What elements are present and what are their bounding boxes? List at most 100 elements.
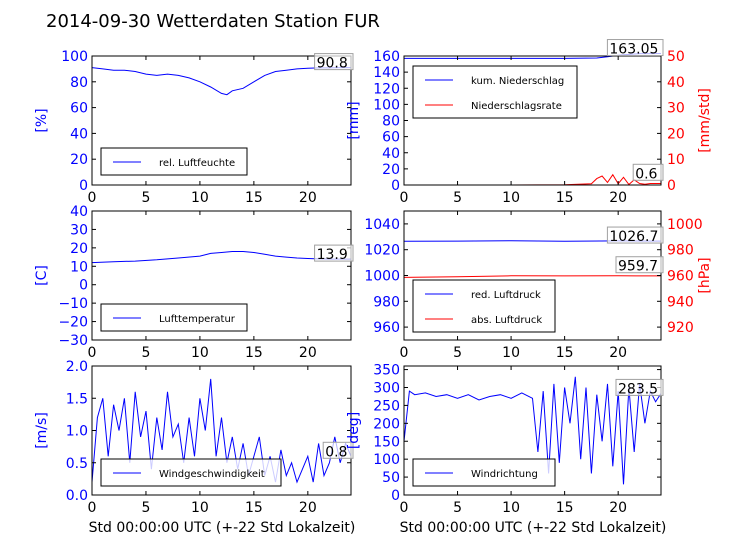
x-axis-label-left: Std 00:00:00 UTC (+-22 Std Lokalzeit) bbox=[89, 520, 356, 536]
plot-frame bbox=[403, 365, 662, 496]
value-annotation: 1026.7 bbox=[609, 229, 658, 245]
panel-4: 0 5 10 15 20 960 980 1000 1020 1040 920 940 960 980 10… bbox=[364, 210, 713, 361]
legend-box bbox=[412, 65, 578, 119]
value-annotation-box bbox=[606, 226, 664, 244]
y-axis-label: [deg] bbox=[346, 412, 362, 449]
value-annotation: 0.8 bbox=[325, 444, 347, 460]
figure-title: 2014-09-30 Wetterdaten Station FUR bbox=[46, 11, 380, 32]
value-annotation-box bbox=[322, 441, 354, 459]
value-annotation-2: 959.7 bbox=[618, 259, 658, 275]
y-axis-label: [C] bbox=[34, 265, 50, 286]
y-tick-label: 1.0 bbox=[66, 424, 88, 440]
y-tick-label: 30 bbox=[70, 222, 88, 238]
x-tick-label: 15 bbox=[556, 190, 574, 206]
y-tick-label: −10 bbox=[58, 296, 88, 312]
y-tick-label: −30 bbox=[58, 333, 88, 349]
y-tick-label: 50 bbox=[382, 470, 400, 486]
x-tick-label: 5 bbox=[453, 500, 462, 516]
value-annotation: 163.05 bbox=[609, 42, 658, 58]
x-tick-label: 0 bbox=[400, 500, 409, 516]
x-tick-label: 20 bbox=[609, 345, 627, 361]
y-tick-label: 60 bbox=[382, 130, 400, 146]
value-annotation: 283.5 bbox=[618, 381, 658, 397]
y2-axis-label: [hPa] bbox=[697, 257, 713, 293]
y-tick-label: 40 bbox=[382, 146, 400, 162]
series-line-4-2 bbox=[403, 275, 662, 278]
value-annotation-2: 0.6 bbox=[635, 166, 657, 182]
x-axis-label-right: Std 00:00:00 UTC (+-22 Std Lokalzeit) bbox=[400, 520, 667, 536]
x-tick-label: 20 bbox=[299, 500, 317, 516]
x-tick-label: 10 bbox=[502, 190, 520, 206]
y-tick-label: 0 bbox=[391, 178, 400, 194]
x-tick-label: 15 bbox=[556, 500, 574, 516]
y-tick-label: 1040 bbox=[364, 217, 400, 233]
y-tick-label: 100 bbox=[373, 97, 400, 113]
legend-box bbox=[412, 279, 556, 333]
legend-label: Lufttemperatur bbox=[159, 314, 236, 325]
y-tick-label: 150 bbox=[373, 434, 400, 450]
panel-6: 0 5 10 15 20050100150200250300350[deg]283.5W… bbox=[346, 363, 664, 516]
legend-label: red. Luftdruck bbox=[471, 290, 541, 301]
y2-tick-label: 920 bbox=[667, 320, 694, 336]
x-tick-label: 20 bbox=[299, 190, 317, 206]
plot-frame bbox=[91, 210, 352, 341]
legend-box bbox=[100, 458, 282, 487]
y2-tick-label: 40 bbox=[667, 75, 685, 91]
y-tick-label: 80 bbox=[382, 114, 400, 130]
y-tick-label: 140 bbox=[373, 65, 400, 81]
legend-label: abs. Luftdruck bbox=[471, 315, 542, 326]
legend-label: Windrichtung bbox=[471, 469, 538, 480]
y-tick-label: 1.5 bbox=[66, 391, 88, 407]
x-tick-label: 5 bbox=[141, 345, 150, 361]
y-tick-label: 80 bbox=[70, 75, 88, 91]
y-tick-label: 0 bbox=[391, 488, 400, 504]
panel-5: 0 5 10 15 20 0.0 0.5 1.0 1.5 2.0 [m/s] 0.8 Windgesch… bbox=[34, 359, 354, 516]
y-tick-label: 1020 bbox=[364, 243, 400, 259]
x-tick-label: 10 bbox=[191, 345, 209, 361]
y-tick-label: 300 bbox=[373, 381, 400, 397]
plot-frame bbox=[91, 55, 352, 186]
x-tick-label: 5 bbox=[453, 345, 462, 361]
y2-tick-label: 0 bbox=[667, 178, 676, 194]
y-tick-label: 100 bbox=[61, 49, 88, 65]
y2-tick-label: 10 bbox=[667, 152, 685, 168]
x-tick-label: 10 bbox=[502, 345, 520, 361]
x-tick-label: 10 bbox=[191, 190, 209, 206]
y2-axis-label: [mm/std] bbox=[697, 88, 713, 153]
x-tick-label: 0 bbox=[88, 500, 97, 516]
y2-tick-label: 30 bbox=[667, 101, 685, 117]
y-tick-label: 250 bbox=[373, 398, 400, 414]
x-tick-label: 0 bbox=[400, 190, 409, 206]
value-annotation: 90.8 bbox=[317, 56, 348, 72]
legend-label: Windgeschwindigkeit bbox=[159, 469, 265, 480]
series-line-1-1 bbox=[91, 67, 351, 96]
x-tick-label: 0 bbox=[88, 345, 97, 361]
y-tick-label: 20 bbox=[70, 241, 88, 257]
y-axis-label: [m/s] bbox=[34, 412, 50, 449]
y2-tick-label: 980 bbox=[667, 243, 694, 259]
legend-label: kum. Niederschlag bbox=[471, 76, 564, 87]
series-line-2-2 bbox=[404, 173, 661, 186]
x-tick-label: 5 bbox=[141, 500, 150, 516]
y-tick-label: 40 bbox=[70, 126, 88, 142]
y-tick-label: 960 bbox=[373, 320, 400, 336]
y-tick-label: 2.0 bbox=[66, 359, 88, 375]
series-line-6-1 bbox=[403, 376, 662, 485]
y-tick-label: 160 bbox=[373, 49, 400, 65]
y-tick-label: 0.5 bbox=[66, 456, 88, 472]
x-tick-label: 20 bbox=[609, 500, 627, 516]
x-tick-label: 15 bbox=[245, 190, 263, 206]
y-tick-label: 0 bbox=[79, 278, 88, 294]
y-tick-label: 120 bbox=[373, 81, 400, 97]
series-line-5-1 bbox=[91, 378, 352, 484]
panel-1: 0 5 10 15 20 0 20 40 60 80 100 [%] 90.8 rel. Luftfeuc… bbox=[34, 49, 354, 206]
y-tick-label: 10 bbox=[70, 259, 88, 275]
x-tick-label: 5 bbox=[453, 190, 462, 206]
y-tick-label: 200 bbox=[373, 416, 400, 432]
y-tick-label: 980 bbox=[373, 294, 400, 310]
panel-2: 0 5 10 15 2002040608010012014016001020304050… bbox=[346, 39, 713, 206]
y2-tick-label: 1000 bbox=[667, 217, 703, 233]
y-tick-label: 0.0 bbox=[66, 488, 88, 504]
